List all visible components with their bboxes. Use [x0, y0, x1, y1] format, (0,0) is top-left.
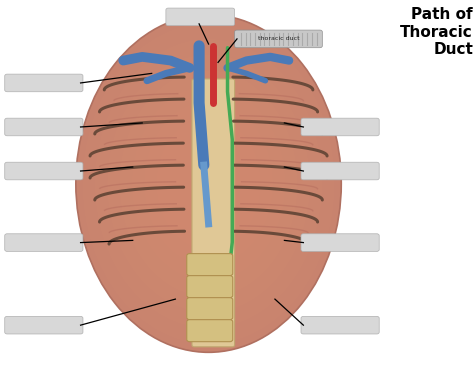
FancyBboxPatch shape [5, 234, 83, 251]
FancyBboxPatch shape [187, 298, 233, 320]
FancyBboxPatch shape [5, 162, 83, 180]
FancyBboxPatch shape [187, 320, 233, 342]
FancyBboxPatch shape [5, 316, 83, 334]
FancyBboxPatch shape [5, 74, 83, 92]
FancyBboxPatch shape [187, 276, 233, 298]
FancyBboxPatch shape [5, 118, 83, 136]
Ellipse shape [76, 15, 341, 352]
FancyBboxPatch shape [301, 234, 379, 251]
FancyBboxPatch shape [301, 118, 379, 136]
FancyBboxPatch shape [166, 8, 235, 26]
FancyBboxPatch shape [187, 254, 233, 276]
FancyBboxPatch shape [301, 162, 379, 180]
FancyBboxPatch shape [235, 30, 322, 48]
Text: thoracic duct: thoracic duct [258, 36, 299, 41]
FancyBboxPatch shape [192, 79, 235, 347]
Text: Path of
Thoracic
Duct: Path of Thoracic Duct [401, 7, 473, 57]
FancyBboxPatch shape [301, 316, 379, 334]
